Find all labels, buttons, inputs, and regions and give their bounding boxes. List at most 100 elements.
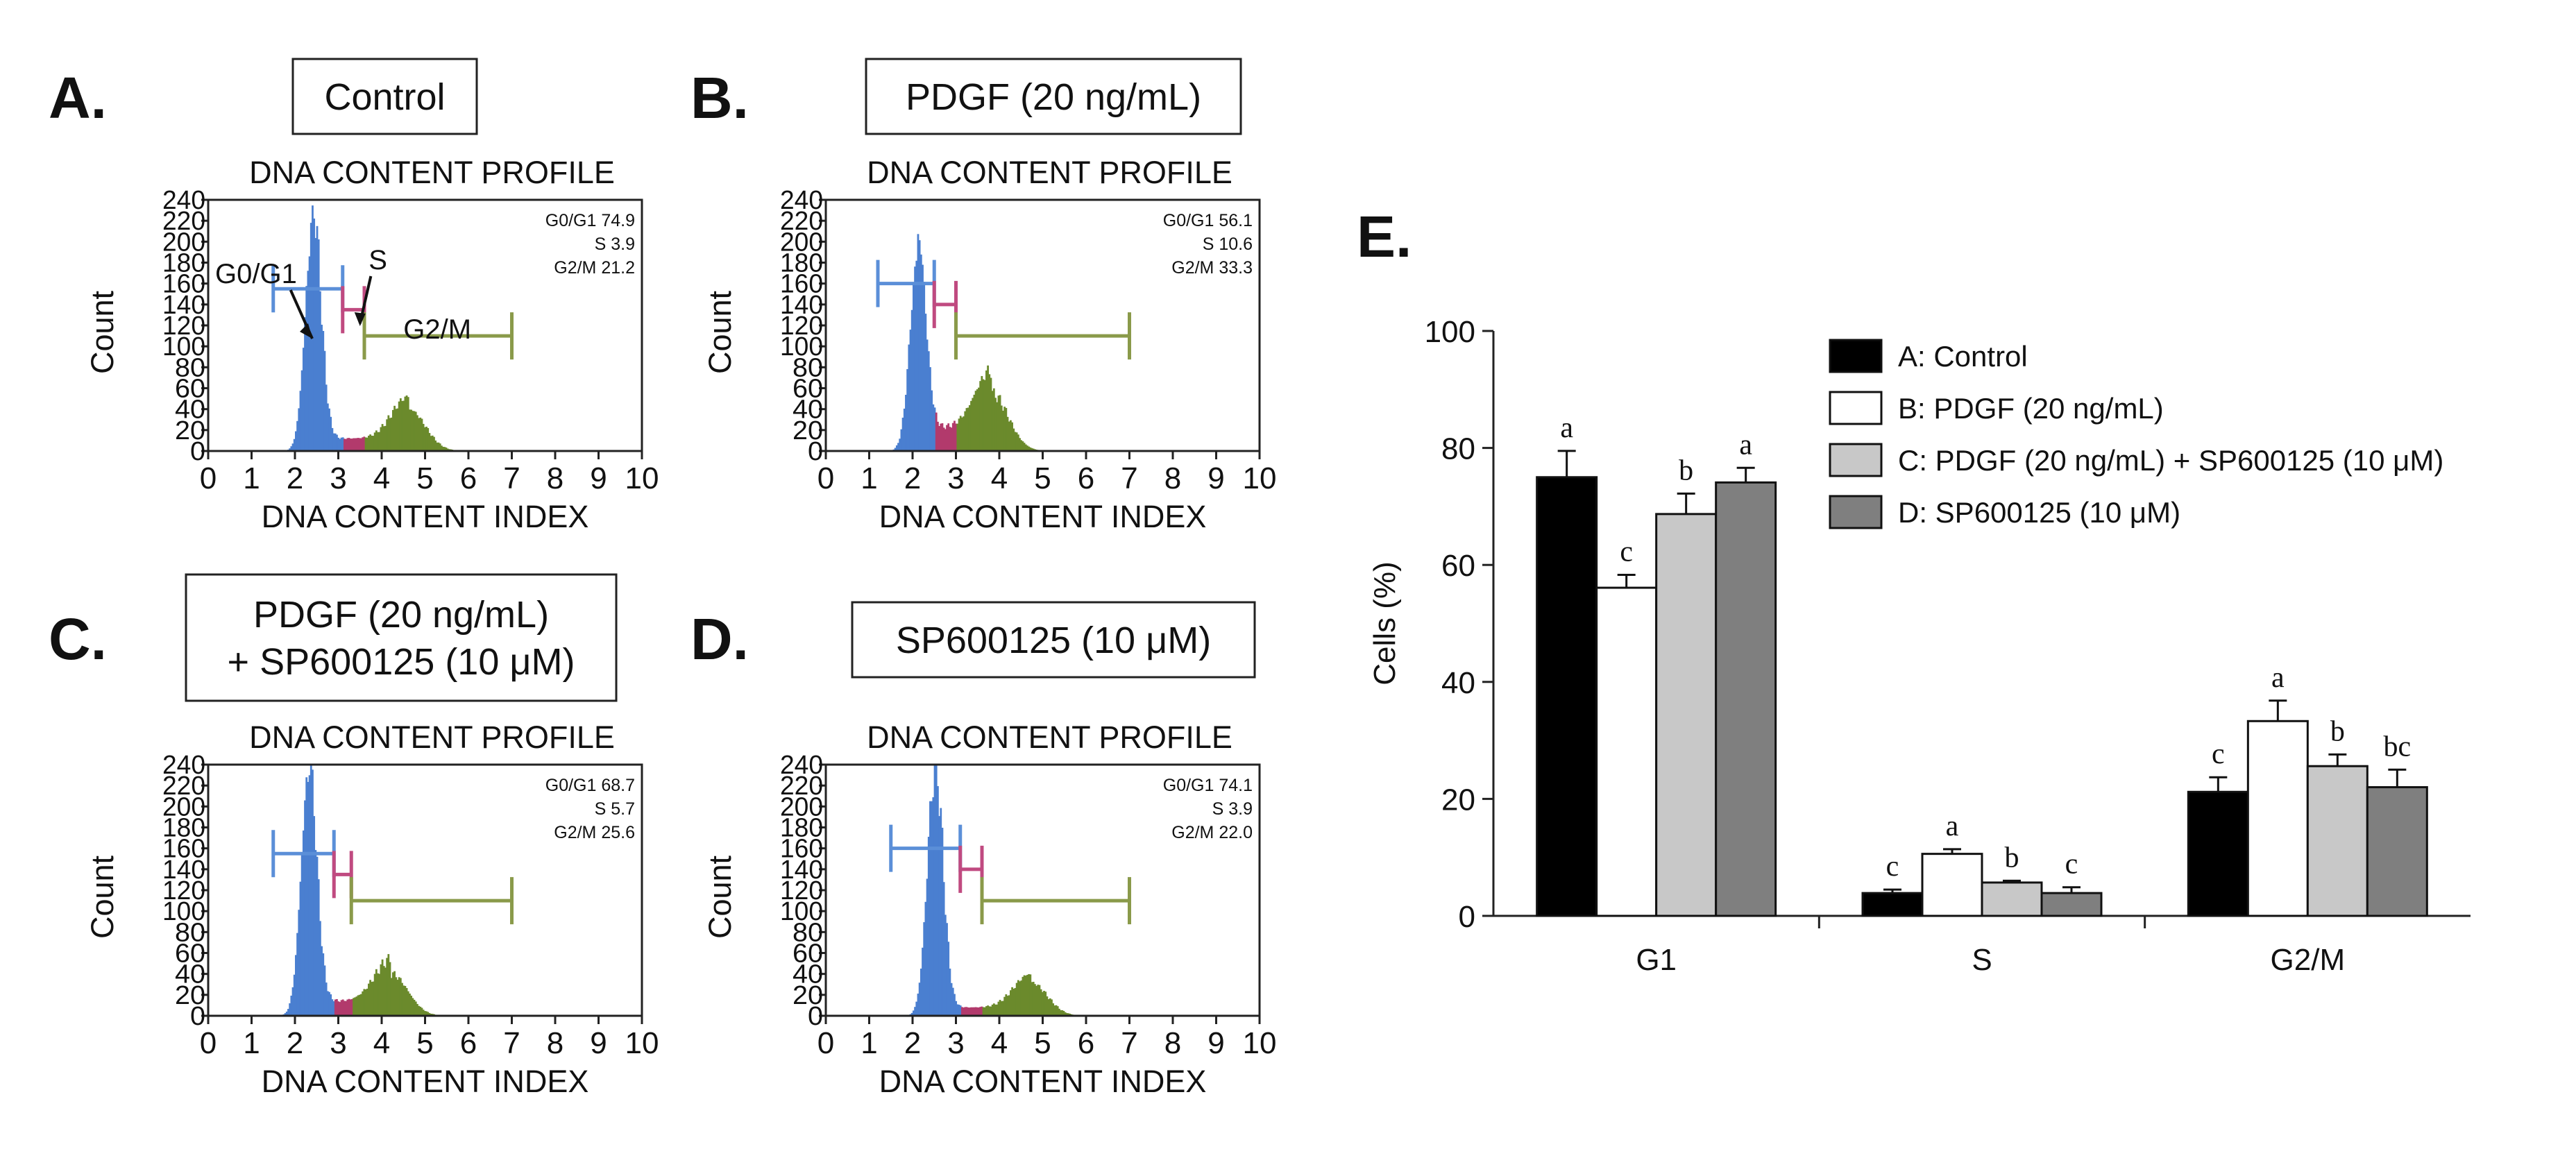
histogram-bin-g2m [421, 418, 423, 451]
histogram-bin-g2m [407, 397, 409, 451]
bar [1595, 586, 1658, 917]
histogram-bin-g2m [412, 411, 414, 451]
y-tick-label: 0 [190, 1002, 205, 1031]
histogram-bin-s [344, 439, 346, 451]
histogram-bin-g2m [1069, 1013, 1071, 1016]
y-tick-label: 60 [793, 375, 823, 404]
histogram-bin-g1 [299, 881, 302, 1016]
x-tick-label: 7 [503, 461, 520, 495]
histogram-bin-s [965, 1007, 968, 1016]
y-tick-label: 20 [793, 416, 823, 445]
histogram-bin-g1 [293, 974, 296, 1016]
histogram-bin-g2m [362, 991, 364, 1016]
histogram-bin-g2m [974, 391, 977, 451]
legend-swatch [1829, 391, 1883, 425]
plot-frame [824, 198, 1261, 452]
histogram-bin-g2m [381, 424, 384, 451]
histogram-bin-g2m [418, 418, 420, 451]
histogram-bin-s [355, 438, 358, 451]
histogram-bin-s [967, 1007, 969, 1016]
histogram-bin-g1 [308, 775, 311, 1016]
x-tick-label: 8 [1164, 461, 1181, 495]
histogram-bin-s [970, 1007, 972, 1016]
histogram-bin-g2m [965, 408, 968, 451]
y-tick-label: 220 [780, 207, 823, 236]
histogram-bin-g2m [398, 977, 400, 1016]
histogram-bin-g2m [1006, 416, 1009, 451]
histogram-bin-s [345, 439, 347, 451]
g2m-annotation: G2/M [403, 314, 471, 345]
plot-title: DNA CONTENT PROFILE [867, 155, 1232, 190]
histogram-bin-g2m [355, 996, 358, 1016]
histogram-bin-g1 [900, 429, 903, 451]
histogram-bin-g2m [377, 973, 379, 1016]
histogram-bin-g2m [1055, 1005, 1058, 1016]
histogram-bin-g2m [437, 442, 440, 451]
y-tick-label: 140 [780, 856, 823, 885]
histogram-bin-g1 [296, 933, 298, 1016]
histogram-bin-g2m [384, 967, 387, 1016]
histogram-bin-g1 [914, 1007, 916, 1016]
y-tick-label: 0 [808, 1002, 823, 1031]
s-arrowhead [354, 312, 366, 326]
y-tick-label: 0 [190, 437, 205, 466]
x-tick-label: 8 [547, 461, 564, 495]
histogram-bin-g2m [1044, 991, 1047, 1016]
histogram-bin-g1 [918, 982, 921, 1016]
bar [1861, 892, 1924, 917]
treatment-box [851, 601, 1256, 679]
treatment-box [865, 58, 1242, 135]
significance-letter: c [1620, 536, 1633, 568]
y-tick-label: 120 [780, 312, 823, 341]
histogram-bin-g2m [369, 434, 371, 451]
histogram-bin-g2m [963, 416, 965, 451]
histogram-bin-g2m [416, 415, 418, 451]
histogram-bin-g1 [914, 266, 916, 451]
histogram-bin-g2m [427, 427, 430, 451]
histogram-bin-g2m [419, 417, 422, 451]
y-tick-label: 100 [162, 897, 205, 926]
legend-label: D: SP600125 (10 μM) [1898, 496, 2180, 529]
histogram-bin-g2m [416, 1003, 418, 1016]
histogram-bin-g1 [317, 879, 320, 1016]
phase-stat: S 10.6 [1203, 235, 1253, 254]
x-tick-label: 1 [861, 461, 877, 495]
histogram-bin-g1 [905, 394, 907, 451]
histogram-bin-g2m [418, 1005, 420, 1016]
y-tick-label: 40 [793, 960, 823, 989]
legend-label: C: PDGF (20 ng/mL) + SP600125 (10 μM) [1898, 444, 2443, 477]
histogram-bin-g2m [1047, 999, 1050, 1016]
histogram-bin-g2m [1026, 445, 1028, 451]
histogram-bin-g1 [332, 1001, 335, 1016]
histogram-bin-g2m [364, 989, 367, 1016]
histogram-bin-g2m [1020, 440, 1023, 451]
histogram-bin-g2m [410, 409, 413, 451]
histogram-bin-g1 [317, 239, 320, 451]
x-tick-label: 6 [460, 461, 477, 495]
histogram-bin-g1 [938, 816, 940, 1016]
histogram-bin-g2m [964, 411, 967, 451]
panel-label: E. [1357, 204, 1412, 269]
y-tick-label: 0 [808, 437, 823, 466]
histogram-bin-g2m [1019, 438, 1021, 451]
y-tick-label: 240 [162, 186, 205, 215]
histogram-bin-g1 [906, 368, 909, 451]
y-tick-label: 220 [780, 772, 823, 801]
histogram-bin-g2m [961, 417, 963, 451]
histogram-bin-g1 [937, 785, 939, 1016]
treatment-label: PDGF (20 ng/mL) [253, 594, 549, 636]
histogram-bin-g2m [366, 988, 368, 1016]
significance-letter: b [1679, 454, 1693, 486]
histogram-bin-g1 [942, 882, 945, 1016]
y-axis-label: Count [702, 855, 738, 939]
histogram-bin-g1 [933, 407, 936, 451]
histogram-bin-g2m [1043, 991, 1045, 1016]
x-tick-label: 0 [817, 461, 834, 495]
bar [2187, 790, 2249, 917]
histogram-bin-g2m [425, 426, 427, 451]
histogram-bin-s [968, 1007, 971, 1016]
histogram-bin-g2m [997, 1001, 1000, 1016]
